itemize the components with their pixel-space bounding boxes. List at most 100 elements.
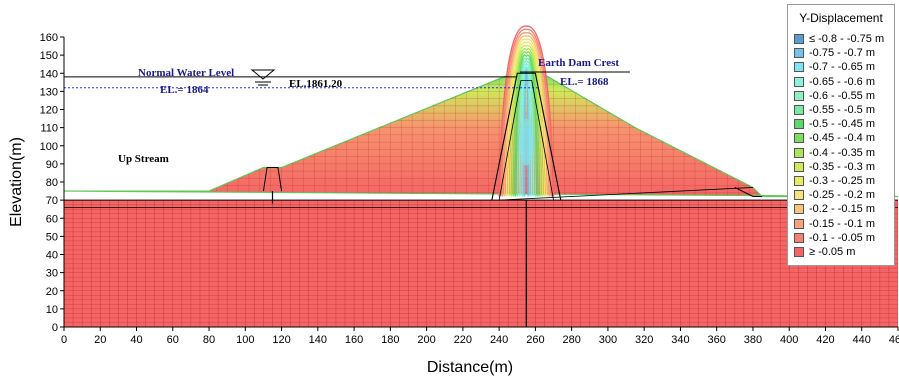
- x-ticks: 0 20 40 60 80 100 120 140 160 180 200 220 240 260 280 3…: [61, 327, 899, 346]
- y-axis-title: Elevation(m): [8, 137, 25, 227]
- core-contours: [498, 25, 555, 197]
- annotation-normal-water-level: Normal Water Level: [138, 67, 234, 79]
- y-tick-label: 110: [40, 123, 58, 135]
- x-tick-label: 280: [562, 334, 580, 346]
- x-tick-label: 420: [816, 334, 834, 346]
- legend-item: ≤ -0.8 - -0.75 m: [788, 32, 894, 46]
- legend-item: -0.45 - -0.4 m: [788, 131, 894, 145]
- water-level-marker: [250, 69, 276, 86]
- core-boundary: [491, 72, 562, 201]
- legend-swatch: [794, 48, 804, 59]
- y-tick-label: 50: [46, 231, 58, 243]
- legend-label: -0.3 - -0.25 m: [809, 174, 876, 187]
- downstream-filter: [499, 187, 753, 201]
- core-contour: [502, 32, 551, 197]
- legend-item: -0.6 - -0.55 m: [788, 89, 894, 103]
- legend-swatch: [794, 119, 804, 130]
- legend-swatch: [794, 204, 804, 215]
- structure-lines: [64, 72, 898, 327]
- y-tick-label: 70: [46, 195, 58, 207]
- legend-label: ≤ -0.8 - -0.75 m: [809, 33, 885, 46]
- y-tick-label: 40: [46, 250, 58, 262]
- x-tick-label: 380: [744, 334, 762, 346]
- x-tick-label: 180: [381, 334, 399, 346]
- core-contour: [509, 44, 544, 197]
- legend-label: -0.35 - -0.3 m: [809, 160, 876, 173]
- legend-swatch: [794, 190, 804, 201]
- core-contour: [507, 41, 546, 197]
- legend-item: -0.75 - -0.7 m: [788, 46, 894, 60]
- x-axis-title: Distance(m): [427, 359, 513, 376]
- legend-swatch: [794, 161, 804, 172]
- legend-item: -0.65 - -0.6 m: [788, 75, 894, 89]
- x-tick-label: 400: [780, 334, 798, 346]
- legend-label: -0.45 - -0.4 m: [809, 132, 876, 145]
- legend-item: -0.5 - -0.45 m: [788, 117, 894, 131]
- legend-swatch: [794, 246, 804, 257]
- annotation-earth-dam-crest: Earth Dam Crest: [538, 57, 619, 69]
- legend-label: -0.65 - -0.6 m: [809, 75, 876, 88]
- core-contour: [520, 63, 533, 197]
- legend-swatch: [794, 175, 804, 186]
- core-center-zone: [519, 118, 534, 166]
- y-tick-label: 60: [46, 213, 58, 225]
- legend-item: ≥ -0.05 m: [788, 245, 894, 259]
- legend-item: -0.3 - -0.25 m: [788, 174, 894, 188]
- y-tick-label: 120: [40, 105, 58, 117]
- legend-label: -0.5 - -0.45 m: [809, 118, 876, 131]
- annotation-up-stream: Up Stream: [118, 153, 169, 165]
- legend-item: -0.4 - -0.35 m: [788, 146, 894, 160]
- legend-items: ≤ -0.8 - -0.75 m -0.75 - -0.7 m -0.7 - -0.…: [788, 32, 894, 259]
- x-tick-label: 260: [526, 334, 544, 346]
- annotation-el-1868: EL.= 1868: [560, 76, 609, 88]
- y-tick-label: 100: [40, 141, 58, 153]
- legend-label: -0.1 - -0.05 m: [809, 231, 876, 244]
- core-contour: [518, 60, 535, 197]
- x-tick-label: 300: [599, 334, 617, 346]
- y-tick-label: 10: [46, 304, 58, 316]
- legend-item: -0.2 - -0.15 m: [788, 202, 894, 216]
- legend-label: -0.7 - -0.65 m: [809, 61, 876, 74]
- x-tick-label: 80: [203, 334, 215, 346]
- y-tick-label: 140: [40, 68, 58, 80]
- legend-swatch: [794, 218, 804, 229]
- annotation-el-1864: EL.= 1864: [160, 84, 209, 96]
- legend-label: -0.4 - -0.35 m: [809, 146, 876, 159]
- legend-item: -0.1 - -0.05 m: [788, 231, 894, 245]
- legend-label: -0.55 - -0.5 m: [809, 104, 876, 117]
- y-tick-label: 80: [46, 177, 58, 189]
- core-contour: [511, 48, 542, 197]
- x-tick-label: 460: [889, 334, 899, 346]
- x-tick-label: 140: [309, 334, 327, 346]
- x-tick-label: 240: [490, 334, 508, 346]
- legend-swatch: [794, 34, 804, 45]
- x-tick-label: 120: [272, 334, 290, 346]
- legend-swatch: [794, 62, 804, 73]
- dam-fill: [64, 71, 898, 197]
- y-tick-label: 130: [40, 86, 58, 98]
- legend-swatch: [794, 147, 804, 158]
- core-boundary-inner: [498, 80, 554, 201]
- legend: Y-Displacement ≤ -0.8 - -0.75 m -0.75 - -…: [787, 4, 895, 266]
- upstream-berm: [262, 167, 283, 192]
- legend-item: -0.7 - -0.65 m: [788, 60, 894, 74]
- legend-swatch: [794, 232, 804, 243]
- x-tick-label: 340: [671, 334, 689, 346]
- legend-swatch: [794, 90, 804, 101]
- legend-label: -0.25 - -0.2 m: [809, 189, 876, 202]
- core-contour: [516, 57, 537, 197]
- x-tick-label: 440: [853, 334, 871, 346]
- core-contour: [512, 51, 540, 197]
- x-tick-label: 60: [167, 334, 179, 346]
- legend-swatch: [794, 76, 804, 87]
- x-tick-label: 360: [708, 334, 726, 346]
- x-tick-label: 160: [345, 334, 363, 346]
- legend-item: -0.25 - -0.2 m: [788, 188, 894, 202]
- y-tick-label: 90: [46, 159, 58, 171]
- legend-swatch: [794, 133, 804, 144]
- annotation-el-1861: EL.1861.20: [289, 78, 343, 90]
- legend-item: -0.15 - -0.1 m: [788, 216, 894, 230]
- x-tick-label: 40: [130, 334, 142, 346]
- legend-title: Y-Displacement: [799, 11, 883, 25]
